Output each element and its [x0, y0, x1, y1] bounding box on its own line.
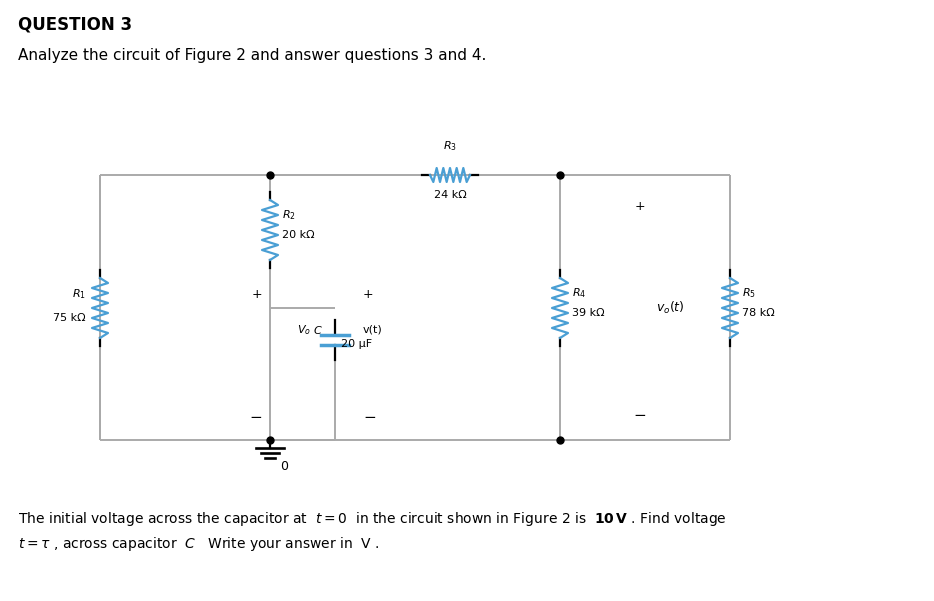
Text: 78 kΩ: 78 kΩ — [742, 308, 774, 318]
Text: 24 kΩ: 24 kΩ — [433, 190, 466, 200]
Text: 75 kΩ: 75 kΩ — [53, 313, 86, 323]
Text: +: + — [363, 287, 374, 300]
Text: $R_1$: $R_1$ — [72, 287, 86, 301]
Text: $V_o$: $V_o$ — [297, 323, 311, 337]
Text: The initial voltage across the capacitor at  $t=0$  in the circuit shown in Figu: The initial voltage across the capacitor… — [18, 510, 727, 528]
Text: Analyze the circuit of Figure 2 and answer questions 3 and 4.: Analyze the circuit of Figure 2 and answ… — [18, 48, 487, 63]
Text: QUESTION 3: QUESTION 3 — [18, 16, 132, 34]
Text: 20 kΩ: 20 kΩ — [282, 230, 315, 240]
Text: $v_o(t)$: $v_o(t)$ — [656, 300, 685, 316]
Text: 0: 0 — [280, 460, 288, 472]
Text: −: − — [249, 410, 262, 426]
Text: $R_4$: $R_4$ — [572, 286, 587, 300]
Text: −: − — [363, 410, 375, 426]
Text: +: + — [251, 287, 262, 300]
Text: −: − — [633, 407, 646, 423]
Text: $R_5$: $R_5$ — [742, 286, 756, 300]
Text: $t=\tau$ , across capacitor  $C$   Write your answer in  $\mathrm{V}$ .: $t=\tau$ , across capacitor $C$ Write yo… — [18, 535, 379, 553]
Text: 39 kΩ: 39 kΩ — [572, 308, 604, 318]
Text: $R_3$: $R_3$ — [443, 139, 457, 153]
Text: v(t): v(t) — [363, 325, 383, 335]
Text: $R_2$: $R_2$ — [282, 208, 296, 222]
Text: $C$: $C$ — [313, 324, 323, 336]
Text: +: + — [635, 201, 645, 213]
Text: 20 μF: 20 μF — [341, 339, 372, 349]
